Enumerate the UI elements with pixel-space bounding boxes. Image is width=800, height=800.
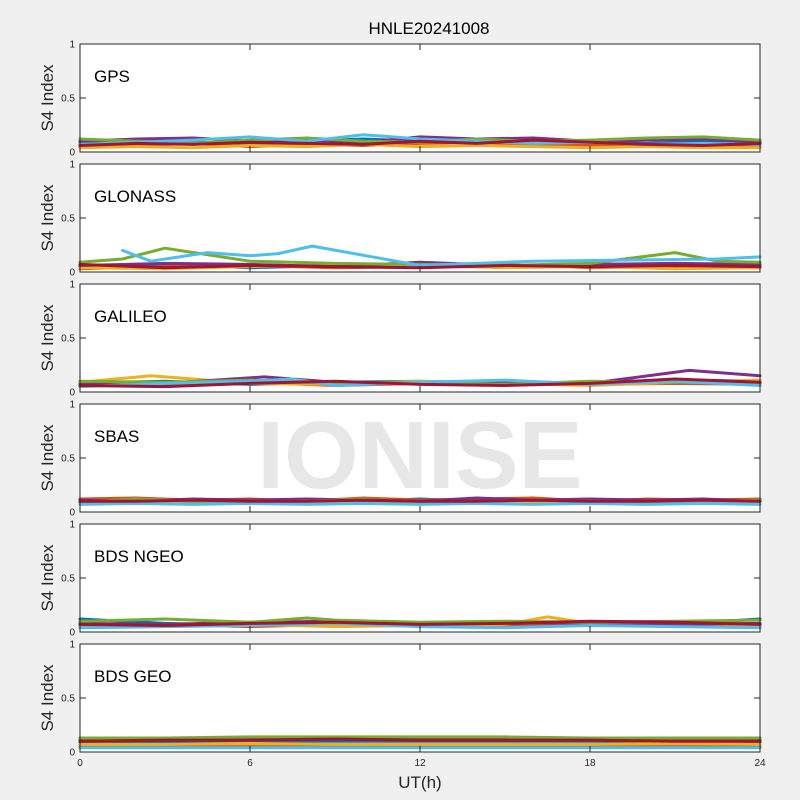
y-tick-label: 0 bbox=[69, 628, 75, 639]
panel-bds-ngeo: 0 0.5 1 BDS NGEO S4 Index bbox=[38, 520, 762, 639]
series-line bbox=[78, 138, 762, 147]
figure-title: HNLE20241008 bbox=[369, 19, 490, 38]
watermark-text: IONISE bbox=[257, 402, 582, 509]
plot-area bbox=[80, 524, 760, 632]
plot-area bbox=[80, 284, 760, 392]
plot-area bbox=[80, 644, 760, 752]
series-line bbox=[78, 741, 762, 746]
y-axis-label: S4 Index bbox=[38, 304, 57, 372]
x-tick-label: 18 bbox=[584, 758, 596, 769]
y-tick-label: 0 bbox=[69, 508, 75, 519]
panel-glonass: 0 0.5 1 GLONASS S4 Index bbox=[38, 160, 762, 279]
y-axis-label: S4 Index bbox=[38, 424, 57, 492]
series-line bbox=[78, 735, 762, 740]
series-line bbox=[78, 737, 762, 743]
y-tick-label: 1 bbox=[69, 400, 75, 411]
panel-sbas: 0 0.5 1 SBAS S4 Index bbox=[38, 400, 762, 519]
y-tick-label: 1 bbox=[69, 520, 75, 531]
plot-area bbox=[80, 404, 760, 512]
series-line bbox=[78, 619, 762, 627]
y-tick-label: 0 bbox=[69, 388, 75, 399]
series-line bbox=[78, 501, 762, 506]
series-line bbox=[78, 260, 762, 269]
x-tick-label: 6 bbox=[247, 758, 253, 769]
y-tick-label: 1 bbox=[69, 640, 75, 651]
y-axis-label: S4 Index bbox=[38, 544, 57, 612]
panel-label: BDS GEO bbox=[94, 667, 171, 686]
x-axis-label: UT(h) bbox=[398, 773, 441, 792]
series-line bbox=[78, 498, 762, 503]
y-tick-label: 0.5 bbox=[61, 574, 75, 585]
panel-gps: 0 0.5 1 GPS S4 Index bbox=[38, 40, 762, 159]
panel-label: GPS bbox=[94, 67, 130, 86]
panel-label: GALILEO bbox=[94, 307, 167, 326]
y-tick-label: 0 bbox=[69, 148, 75, 159]
y-tick-label: 0 bbox=[69, 268, 75, 279]
x-tick-label: 24 bbox=[754, 758, 766, 769]
y-tick-label: 1 bbox=[69, 160, 75, 171]
series-line bbox=[121, 244, 762, 267]
y-tick-label: 0.5 bbox=[61, 94, 75, 105]
y-axis-label: S4 Index bbox=[38, 184, 57, 252]
panels: 0 0.5 1 GPS S4 Index 0 0.5 1 GLONASS S4 Index 0 0.5… bbox=[38, 40, 766, 793]
series-line bbox=[78, 377, 762, 389]
series-line bbox=[78, 135, 762, 144]
y-tick-label: 0.5 bbox=[61, 334, 75, 345]
y-axis-label: S4 Index bbox=[38, 64, 57, 132]
y-tick-label: 0.5 bbox=[61, 214, 75, 225]
panel-galileo: 0 0.5 1 GALILEO S4 Index bbox=[38, 280, 762, 399]
y-tick-label: 0 bbox=[69, 748, 75, 759]
plot-area bbox=[80, 44, 760, 152]
y-tick-label: 0.5 bbox=[61, 454, 75, 465]
panel-label: GLONASS bbox=[94, 187, 176, 206]
y-axis-label: S4 Index bbox=[38, 664, 57, 732]
panel-bds-geo: 0 0.5 1 0 6 12 18 24 BDS GEO S4 Index UT(h) bbox=[38, 640, 766, 793]
x-tick-label: 12 bbox=[414, 758, 426, 769]
y-tick-label: 1 bbox=[69, 40, 75, 51]
y-tick-label: 1 bbox=[69, 280, 75, 291]
panel-label: BDS NGEO bbox=[94, 547, 184, 566]
panel-label: SBAS bbox=[94, 427, 139, 446]
x-tick-label: 0 bbox=[77, 758, 83, 769]
y-tick-label: 0.5 bbox=[61, 694, 75, 705]
